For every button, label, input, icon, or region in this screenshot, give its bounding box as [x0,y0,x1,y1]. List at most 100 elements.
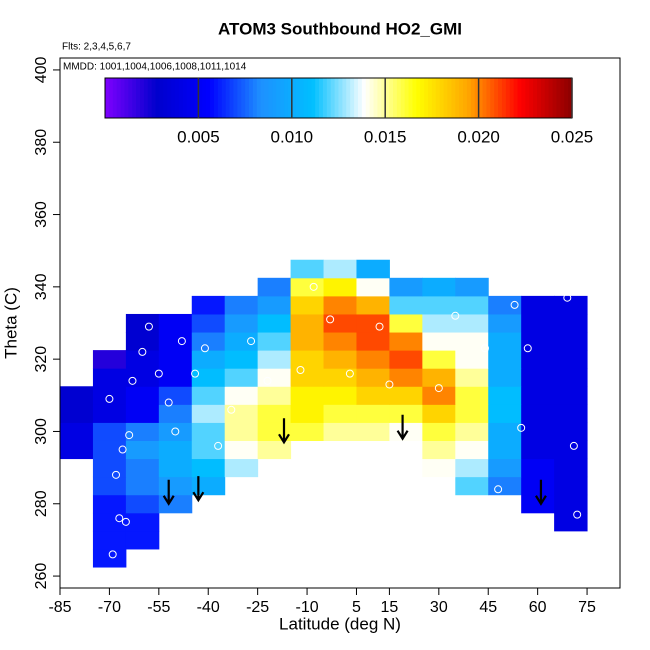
observation-point [105,394,114,403]
colorbar-swatch [105,78,110,118]
heatmap-cell [125,440,160,460]
observation-point [510,300,519,309]
colorbar-swatch [256,78,262,118]
heatmap-cell [521,422,555,441]
observation-point [154,369,163,378]
colorbar-swatch [326,78,332,118]
heatmap-cell [323,332,357,351]
observation-point [385,380,394,389]
heatmap-cell [455,295,489,315]
heatmap-cell [455,476,489,496]
heatmap-cell [257,332,292,351]
heatmap-cell [92,458,127,478]
plot-frame [59,57,621,589]
x-tick-label: 45 [479,599,497,616]
colorbar-swatch [408,78,414,118]
observation-point [125,431,134,440]
heatmap-cell [521,440,555,460]
x-tick-label: -40 [197,599,220,616]
heatmap-cell [323,259,357,279]
observation-point [214,441,223,450]
heatmap-cell [158,332,193,351]
observation-point [138,347,147,356]
colorbar-swatch [143,78,149,118]
heatmap-cell [521,458,555,478]
y-tick-label: 360 [33,201,50,228]
heatmap-cell [455,277,489,297]
heatmap-cell [356,350,390,369]
heatmap-cell [554,386,588,405]
heatmap-cell [125,332,160,351]
heatmap-cell [356,277,390,297]
colorbar-swatch [116,78,122,118]
colorbar-swatch [505,78,511,118]
heatmap-cell [125,512,160,532]
y-tick-label: 260 [33,563,50,590]
colorbar-swatch [245,78,250,118]
heatmap-cell [554,440,588,460]
colorbar-swatch [509,78,515,118]
y-tick-label: 340 [33,273,50,300]
colorbar-swatch [416,78,421,118]
heatmap-cell [323,350,357,369]
observation-point [345,369,354,378]
colorbar-swatch [252,78,258,118]
dates-note: MMDD: 1001,1004,1006,1008,1011,1014 [63,62,247,73]
heatmap-cell [158,422,193,441]
heatmap-cell [158,313,193,333]
heatmap-cell [125,386,160,405]
colorbar-swatch [303,78,308,118]
colorbar-swatch [206,78,211,118]
colorbar-tick-label: 0.005 [177,127,220,146]
arrow [396,414,409,441]
colorbar-swatch [482,78,487,118]
observation-point [164,398,173,407]
observation-point [494,485,503,494]
heatmap-cell [422,440,456,460]
observation-point [200,344,209,353]
observation-point [451,311,460,320]
x-tick-label: 75 [578,599,596,616]
heatmap-cell [488,440,522,460]
colorbar-swatch [342,78,347,118]
colorbar-swatch [529,78,534,118]
colorbar-swatch [171,78,176,118]
heatmap-cell [125,476,160,496]
colorbar-swatch [560,78,565,118]
heatmap-cell [290,404,325,423]
heatmap-cell [224,404,259,423]
heatmap-cell [422,277,456,297]
colorbar-swatch [350,78,355,118]
colorbar-swatch [498,78,503,118]
heatmap-cell [554,512,588,532]
colorbar-swatch [190,78,196,118]
heatmap-cell [92,440,127,460]
heatmap-cell [422,386,456,405]
colorbar-swatch [291,78,297,118]
flights-note: Flts: 2,3,4,5,6,7 [62,42,131,53]
colorbar-swatch [233,78,238,118]
colorbar-swatch [241,78,246,118]
colorbar-swatch [178,78,184,118]
colorbar-swatch [112,78,118,118]
heatmap-cell [125,494,160,514]
heatmap-cell [422,458,456,478]
colorbar-tick-label: 0.015 [364,127,407,146]
colorbar-swatch [225,78,231,118]
heatmap-cell [158,458,193,478]
colorbar-swatch [513,78,519,118]
colorbar-swatch [210,78,215,118]
colorbar-swatch [311,78,316,118]
heatmap-cell [224,350,259,369]
heatmap-cell [125,404,160,423]
observation-point [569,441,578,450]
colorbar-swatch [392,78,398,118]
colorbar-swatch [330,78,336,118]
colorbar-swatch [424,78,429,118]
observation-point [309,282,318,291]
x-tick-label: -10 [295,599,318,616]
heatmap-cell [356,368,390,387]
colorbar-swatch [299,78,305,118]
heatmap-cell [92,404,127,423]
